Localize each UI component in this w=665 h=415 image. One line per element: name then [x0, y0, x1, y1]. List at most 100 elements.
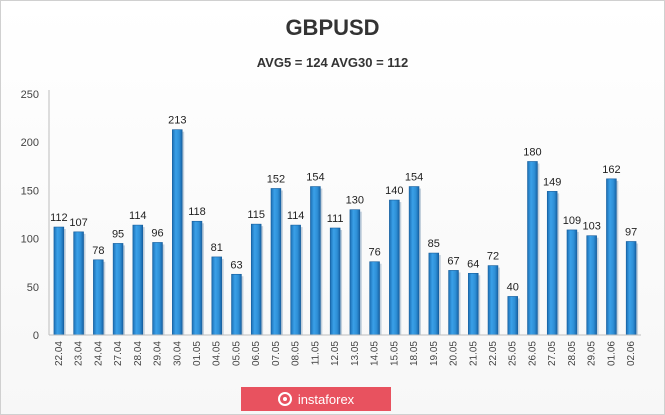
bar-value-label: 112 [50, 212, 68, 224]
bar-value-labels: 112 107 78 95 114 96 213 118 81 63 115 152 114 154 111… [50, 115, 637, 294]
bar-value-label: 72 [487, 251, 499, 263]
x-tick-label: 28.04 [133, 341, 144, 366]
bar-value-label: 152 [267, 173, 285, 185]
x-tick-label: 22.05 [488, 341, 499, 366]
bar [349, 209, 361, 336]
bar [152, 242, 163, 336]
bar-value-label: 64 [467, 258, 479, 270]
bar-value-label: 140 [385, 185, 403, 197]
bar [487, 265, 499, 336]
x-tick-label: 29.05 [587, 341, 598, 366]
x-tick-label: 30.04 [172, 341, 183, 366]
x-tick-label: 20.05 [449, 341, 460, 366]
x-tick-label: 19.05 [429, 341, 440, 366]
bar [73, 231, 84, 336]
x-tick-label: 11.05 [310, 341, 321, 366]
bar-value-label: 96 [151, 227, 163, 239]
x-tick-label: 07.05 [271, 341, 282, 366]
bar-value-label: 109 [563, 215, 581, 227]
y-tick-label: 0 [33, 330, 39, 342]
watermark: instaforex [241, 387, 391, 411]
bar [625, 241, 637, 336]
bar-value-label: 76 [368, 247, 380, 259]
bar-value-label: 149 [543, 176, 561, 188]
x-axis: 22.04 23.04 24.04 27.04 28.04 29.04 30.04 01.05… [49, 334, 641, 366]
bar [191, 220, 203, 336]
watermark-text: instaforex [297, 391, 355, 407]
bar [329, 227, 341, 336]
x-tick-label: 06.05 [251, 341, 262, 366]
bar [468, 273, 479, 336]
bar-value-label: 103 [582, 221, 600, 233]
bar [369, 261, 380, 336]
bar [566, 229, 578, 336]
bar [546, 191, 558, 336]
bar [53, 226, 65, 336]
x-tick-label: 04.05 [212, 341, 223, 366]
y-tick-label: 150 [21, 185, 39, 197]
x-tick-label: 08.05 [291, 341, 302, 366]
bar-value-label: 118 [188, 206, 206, 218]
x-tick-label: 14.05 [370, 341, 381, 366]
bar-value-label: 130 [346, 195, 364, 207]
bar-value-label: 95 [112, 228, 124, 240]
chart-title: GBPUSD [285, 15, 380, 40]
x-tick-label: 24.04 [93, 341, 104, 366]
x-tick-label: 25.05 [508, 341, 519, 366]
x-tick-label: 21.05 [468, 341, 479, 366]
x-tick-label: 29.04 [153, 341, 164, 366]
bar [132, 224, 144, 336]
chart-subtitle: AVG5 = 124 AVG30 = 112 [256, 55, 409, 70]
bar [231, 273, 242, 336]
bar [270, 188, 282, 336]
x-tick-label: 23.04 [74, 341, 85, 366]
bar-value-label: 63 [230, 259, 242, 271]
y-tick-label: 200 [21, 137, 39, 149]
x-tick-label: 22.04 [54, 341, 65, 366]
bar [586, 235, 597, 336]
x-tick-label: 28.05 [567, 341, 578, 366]
y-tick-label: 50 [27, 282, 39, 294]
bar-value-label: 180 [523, 146, 541, 158]
bar-value-label: 40 [507, 281, 519, 293]
bars [53, 129, 639, 336]
bar [310, 186, 321, 336]
x-tick-label: 01.05 [192, 341, 203, 366]
y-tick-label: 100 [21, 234, 39, 246]
bar [112, 243, 124, 336]
bar [408, 186, 420, 336]
x-tick-label: 05.05 [231, 341, 242, 366]
bar [211, 256, 222, 336]
bar [507, 296, 518, 336]
bar [290, 224, 301, 336]
bar [527, 161, 538, 336]
x-tick-label: 12.05 [330, 341, 341, 366]
x-tick-label: 13.05 [350, 341, 361, 366]
bar [172, 129, 183, 336]
x-tick-label: 15.05 [389, 341, 400, 366]
bar [93, 259, 104, 336]
bar-value-label: 114 [287, 210, 305, 222]
bar [428, 252, 440, 336]
bar-value-label: 78 [92, 245, 104, 257]
x-tick-label: 26.05 [527, 341, 538, 366]
bar [250, 223, 262, 336]
bar-value-label: 115 [247, 209, 265, 221]
bar-value-label: 154 [306, 172, 324, 184]
bar-value-label: 162 [602, 164, 620, 176]
instaforex-logo-icon [277, 392, 292, 406]
bar [389, 199, 400, 336]
bar-value-label: 213 [168, 115, 186, 127]
x-tick-label: 18.05 [409, 341, 420, 366]
x-tick-label: 27.04 [113, 341, 124, 366]
y-tick-label: 250 [21, 89, 39, 101]
bar-value-label: 81 [211, 242, 223, 254]
bar-value-label: 97 [625, 226, 637, 238]
x-tick-label: 27.05 [547, 341, 558, 366]
bar [448, 270, 459, 336]
x-tick-label: 01.06 [606, 341, 617, 366]
bar-value-label: 114 [129, 210, 147, 222]
bar-value-label: 85 [428, 238, 440, 250]
